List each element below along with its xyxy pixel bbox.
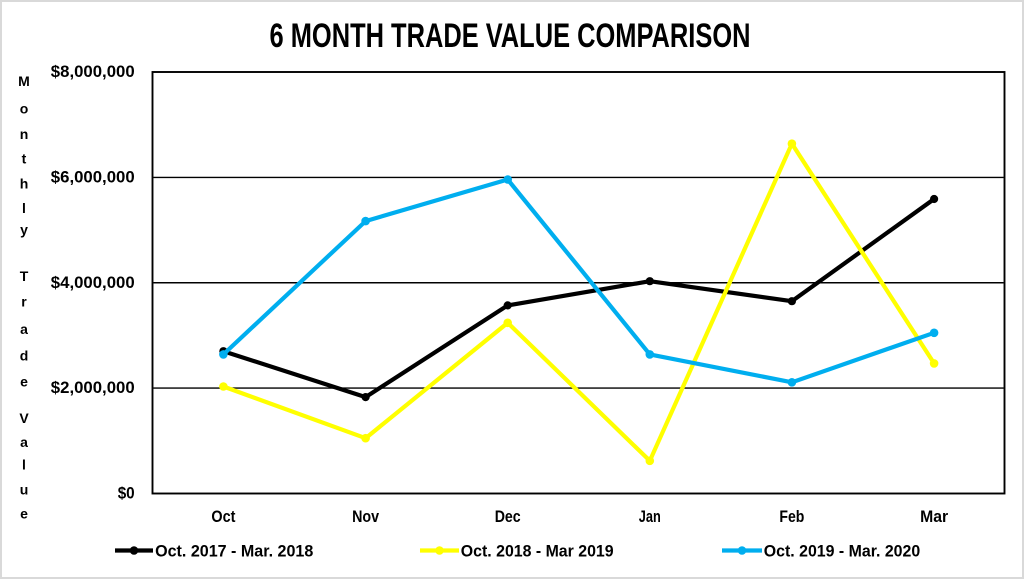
svg-text:t: t (22, 151, 27, 167)
svg-text:$6,000,000: $6,000,000 (51, 169, 135, 187)
svg-text:Oct. 2017 - Mar. 2018: Oct. 2017 - Mar. 2018 (155, 542, 313, 560)
svg-text:$4,000,000: $4,000,000 (51, 274, 135, 292)
svg-text:Oct. 2018 - Mar 2019: Oct. 2018 - Mar 2019 (461, 542, 614, 560)
svg-text:Feb: Feb (779, 508, 804, 526)
svg-text:Dec: Dec (495, 508, 521, 526)
svg-text:Jan: Jan (639, 508, 661, 526)
svg-text:Nov: Nov (352, 508, 380, 526)
svg-text:Oct. 2019 - Mar. 2020: Oct. 2019 - Mar. 2020 (764, 542, 920, 560)
svg-text:l: l (22, 200, 26, 216)
svg-text:V: V (19, 410, 29, 426)
svg-text:$8,000,000: $8,000,000 (51, 63, 135, 81)
svg-text:a: a (20, 434, 28, 450)
svg-text:6 MONTH TRADE VALUE COMPARISON: 6 MONTH TRADE VALUE COMPARISON (270, 17, 751, 55)
svg-text:u: u (20, 482, 29, 498)
svg-text:a: a (20, 321, 28, 337)
svg-text:l: l (22, 457, 26, 473)
svg-text:o: o (20, 101, 29, 117)
svg-text:y: y (20, 222, 28, 238)
svg-text:Mar: Mar (920, 508, 949, 526)
svg-text:n: n (20, 126, 29, 142)
svg-text:r: r (21, 294, 27, 310)
svg-text:$0: $0 (118, 484, 135, 502)
svg-text:Oct: Oct (211, 508, 235, 526)
svg-text:$2,000,000: $2,000,000 (51, 379, 135, 397)
svg-text:M: M (18, 73, 30, 89)
svg-text:e: e (20, 374, 28, 390)
svg-text:d: d (20, 348, 29, 364)
svg-text:h: h (20, 176, 29, 192)
svg-text:T: T (20, 268, 29, 284)
svg-text:e: e (20, 506, 28, 522)
